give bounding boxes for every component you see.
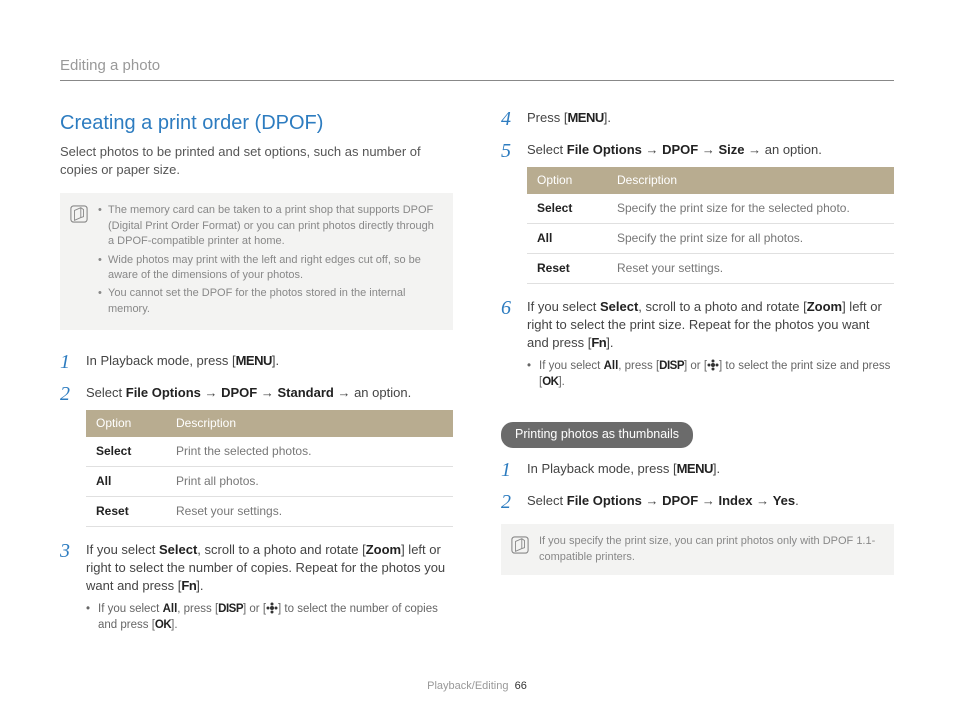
step-6: 6 If you select Select, scroll to a phot…	[501, 298, 894, 391]
note-text: If you specify the print size, you can p…	[539, 534, 880, 565]
macro-icon	[266, 602, 278, 614]
left-column: Creating a print order (DPOF) Select pho…	[60, 109, 453, 647]
page-header: Editing a photo	[60, 55, 894, 81]
step-2: 2 Select File Options → DPOF → Standard …	[60, 384, 453, 526]
step-number: 1	[501, 456, 511, 484]
step-number: 3	[60, 537, 70, 565]
section-intro: Select photos to be printed and set opti…	[60, 143, 453, 179]
subsection-pill: Printing photos as thumbnails	[501, 422, 693, 448]
step-number: 1	[60, 348, 70, 376]
sub-bullet: If you select All, press [DISP] or [] to…	[527, 358, 894, 390]
note-item: You cannot set the DPOF for the photos s…	[98, 286, 439, 317]
note-icon	[70, 205, 88, 223]
step-number: 6	[501, 294, 511, 322]
thumb-step-2: 2 Select File Options → DPOF → Index → Y…	[501, 492, 894, 510]
step-3: 3 If you select Select, scroll to a phot…	[60, 541, 453, 634]
sub-bullet: If you select All, press [DISP] or [] to…	[86, 601, 453, 633]
menu-button-label: MENU	[567, 110, 603, 125]
content-columns: Creating a print order (DPOF) Select pho…	[60, 109, 894, 647]
section-title: Creating a print order (DPOF)	[60, 109, 453, 137]
page-footer: Playback/Editing 66	[0, 679, 954, 694]
info-note-box-2: If you specify the print size, you can p…	[501, 524, 894, 575]
page-number: 66	[515, 680, 527, 692]
step-5: 5 Select File Options → DPOF → Size → an…	[501, 141, 894, 283]
right-column: 4 Press [MENU]. 5 Select File Options → …	[501, 109, 894, 647]
thumb-step-1: 1 In Playback mode, press [MENU].	[501, 460, 894, 478]
menu-button-label: MENU	[236, 353, 272, 368]
info-note-box: The memory card can be taken to a print …	[60, 193, 453, 330]
note-item: Wide photos may print with the left and …	[98, 253, 439, 284]
step-4: 4 Press [MENU].	[501, 109, 894, 127]
macro-icon	[707, 359, 719, 371]
step-1: 1 In Playback mode, press [MENU].	[60, 352, 453, 370]
note-item: The memory card can be taken to a print …	[98, 203, 439, 249]
footer-section: Playback/Editing	[427, 680, 508, 692]
step-number: 2	[60, 380, 70, 408]
options-table-size: OptionDescription SelectSpecify the prin…	[527, 167, 894, 283]
header-section-title: Editing a photo	[60, 57, 160, 74]
step-number: 5	[501, 137, 511, 165]
menu-button-label: MENU	[677, 461, 713, 476]
step-number: 4	[501, 105, 511, 133]
note-icon	[511, 536, 529, 554]
step-number: 2	[501, 488, 511, 516]
options-table-standard: OptionDescription SelectPrint the select…	[86, 410, 453, 526]
